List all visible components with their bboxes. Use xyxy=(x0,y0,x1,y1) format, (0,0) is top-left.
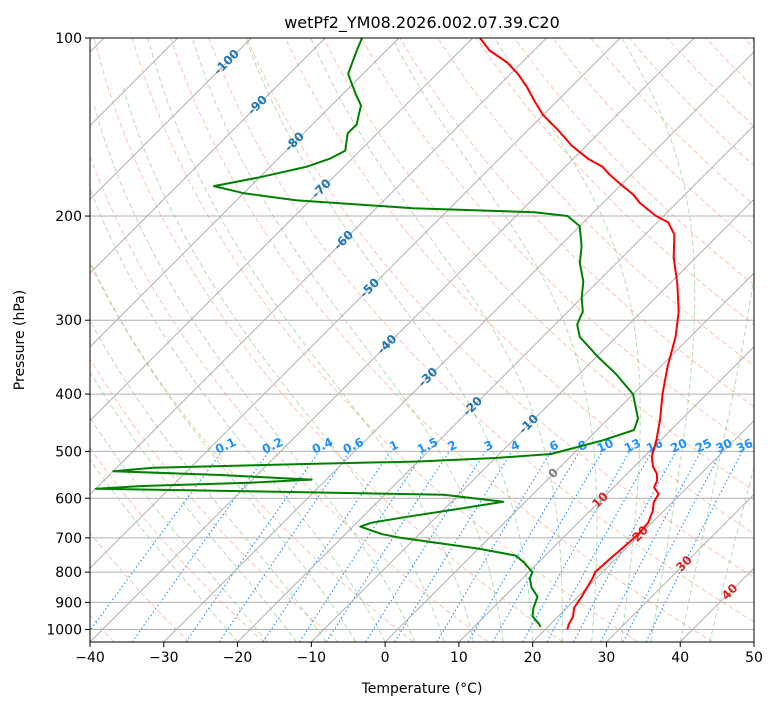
dry-adiabat-line xyxy=(90,358,339,642)
x-tick-label: 10 xyxy=(450,650,468,666)
mixing-ratio-line xyxy=(185,451,320,642)
isotherm-line xyxy=(163,51,754,642)
isotherm-line xyxy=(606,493,754,642)
dry-adiabat-line xyxy=(514,38,754,286)
x-tick-label: −40 xyxy=(75,650,105,666)
moist-adiabats xyxy=(90,38,754,642)
isotherm-line xyxy=(384,272,754,642)
isotherm-line xyxy=(310,198,754,642)
y-tick-label: 800 xyxy=(55,565,82,581)
y-tick-label: 500 xyxy=(55,444,82,460)
chart-title: wetPf2_YM08.2026.002.07.39.C20 xyxy=(284,13,560,33)
isotherm-line xyxy=(90,38,547,496)
mixing-ratio-line xyxy=(573,451,677,642)
mixing-ratio-label: 25 xyxy=(693,436,714,456)
x-tick-label: 50 xyxy=(745,650,763,666)
x-tick-label: 30 xyxy=(598,650,616,666)
isotherm-line xyxy=(90,38,326,274)
dry-adiabat-line xyxy=(93,38,564,642)
moist-adiabat-line xyxy=(90,458,238,642)
dry-adiabat-line xyxy=(322,38,754,492)
mixing-ratio-line xyxy=(622,451,722,642)
x-axis-label: Temperature (°C) xyxy=(361,681,483,697)
moist-adiabat-line xyxy=(245,38,534,642)
y-axis: 100 200 300 400 500 600 700 800 900 1000 xyxy=(46,31,90,638)
mixing-ratio-label: 20 xyxy=(668,436,689,456)
x-tick-label: −10 xyxy=(297,650,327,666)
mixing-ratio-label: 30 xyxy=(713,436,734,456)
moist-adiabat-line xyxy=(90,319,327,642)
temperature-profile-line xyxy=(479,38,680,630)
mixing-ratio-line xyxy=(522,451,631,642)
isotherm-line xyxy=(532,419,754,642)
mixing-ratio-line xyxy=(325,451,450,642)
dewpoint-profile-line xyxy=(94,38,639,628)
dry-adiabat-line xyxy=(90,531,190,642)
moist-adiabat-line xyxy=(93,105,416,642)
moist-adiabat-line xyxy=(121,84,445,642)
y-tick-label: 700 xyxy=(55,531,82,547)
isotherm-line xyxy=(90,38,474,422)
mixing-ratio-label: 36 xyxy=(734,436,755,456)
y-tick-label: 900 xyxy=(55,595,82,611)
moist-adiabat-line xyxy=(391,38,598,642)
moist-adiabat-line xyxy=(90,260,357,642)
x-axis: −40 −30 −20 −10 0 10 20 30 40 50 xyxy=(75,642,763,666)
y-tick-label: 1000 xyxy=(46,622,82,638)
y-tick-label: 300 xyxy=(55,313,82,329)
moist-adiabat-line xyxy=(310,38,563,642)
isotherm-line xyxy=(90,38,695,642)
moist-adiabat-line xyxy=(90,370,298,642)
mixing-ratio-line xyxy=(218,451,351,642)
moist-adiabat-line xyxy=(147,38,475,642)
y-tick-label: 100 xyxy=(55,31,82,47)
moist-adiabat-line xyxy=(709,465,754,642)
x-tick-label: −30 xyxy=(149,650,179,666)
mixing-ratio-line xyxy=(645,451,743,642)
moist-adiabat-line xyxy=(90,187,386,642)
plot-area: -100-90-80-70-60-50-40-30-20-100.1 0.2 0.4… xyxy=(90,38,755,642)
moist-adiabat-line xyxy=(494,38,641,642)
x-tick-label: 0 xyxy=(381,650,390,666)
sounding-series xyxy=(94,38,680,630)
mixing-ratio-line xyxy=(394,451,513,642)
moist-adiabat-line xyxy=(679,38,754,642)
dry-adiabat-line xyxy=(361,38,754,449)
mixing-ratio-line xyxy=(299,451,425,642)
mixing-ratio-line xyxy=(262,451,392,642)
moist-adiabat-line xyxy=(90,416,268,642)
y-tick-label: 400 xyxy=(55,387,82,403)
isotherm-line xyxy=(237,124,754,642)
mixing-ratio-label: 13 xyxy=(622,436,643,456)
isotherms xyxy=(90,38,754,642)
dry-adiabat-line xyxy=(131,38,639,642)
isotherm-line xyxy=(90,38,400,348)
mixing-ratio-line xyxy=(90,451,223,632)
isotherm-line xyxy=(458,346,754,642)
mixing-ratio-line xyxy=(546,451,653,642)
isotherm-line xyxy=(90,38,621,569)
dry-adiabat-line xyxy=(170,38,713,642)
moist-adiabat-line xyxy=(191,38,504,642)
moist-adiabat-line xyxy=(621,38,696,642)
plot-frame xyxy=(89,37,755,643)
x-tick-label: 20 xyxy=(524,650,542,666)
mixing-ratio-lines xyxy=(90,451,743,642)
dry-adiabat-line xyxy=(90,155,489,642)
dry-adiabat-line xyxy=(437,38,754,367)
isotherm-line xyxy=(90,38,252,201)
dry-adiabat-line xyxy=(208,38,754,623)
x-tick-label: 40 xyxy=(671,650,689,666)
x-tick-label: −20 xyxy=(223,650,253,666)
isobar-grid xyxy=(90,38,754,630)
y-tick-label: 600 xyxy=(55,491,82,507)
y-axis-label: Pressure (hPa) xyxy=(12,290,28,390)
y-tick-label: 200 xyxy=(55,209,82,225)
